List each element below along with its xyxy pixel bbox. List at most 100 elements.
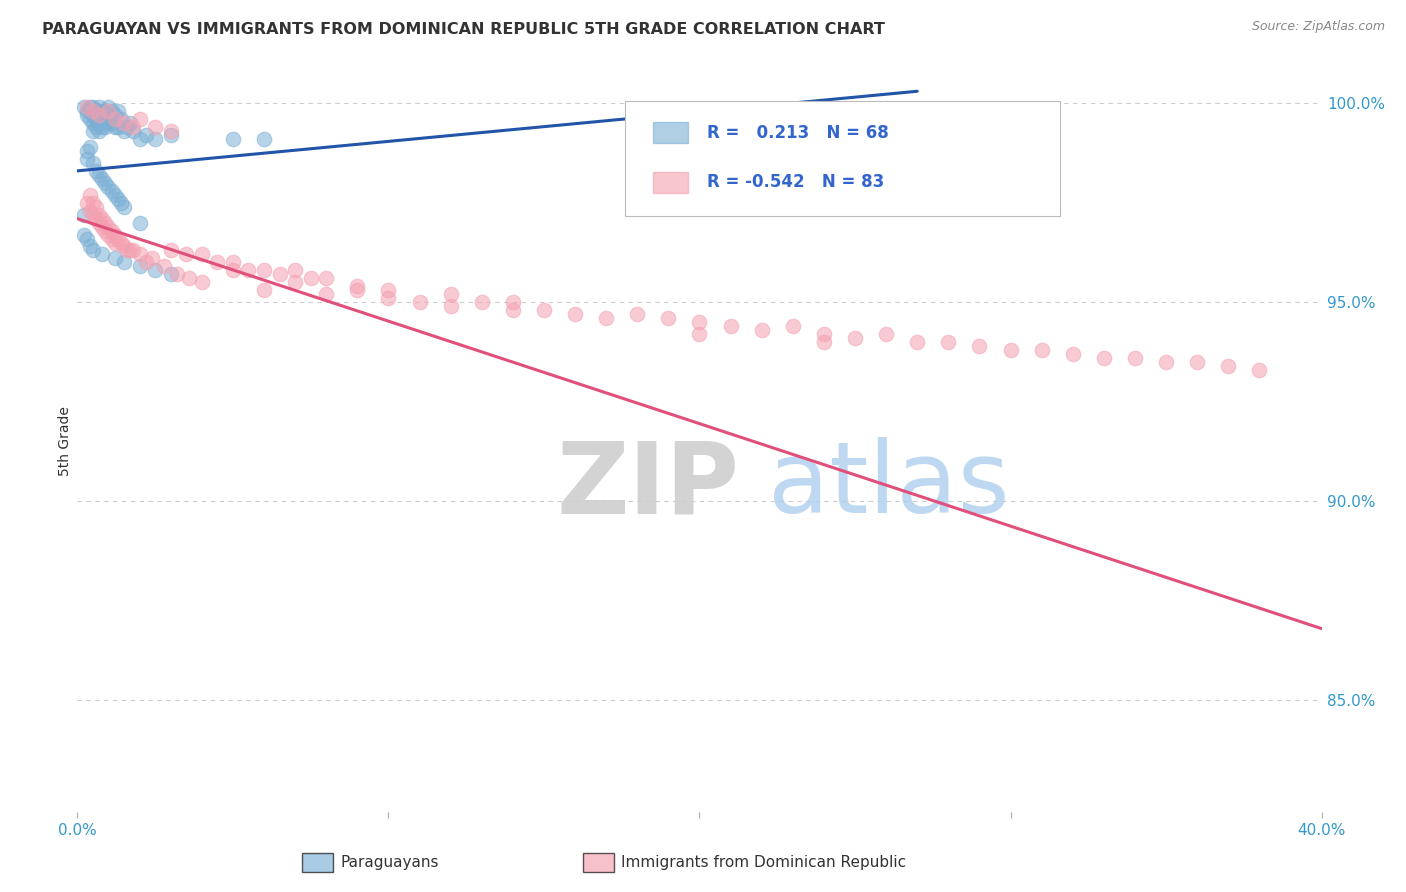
Point [100, 223, 122, 237]
Point [87, 208, 110, 222]
Point [94, 120, 117, 134]
Point [112, 255, 135, 269]
Point [110, 235, 132, 250]
Point [91, 120, 114, 134]
Point [253, 283, 276, 297]
Point [179, 271, 201, 285]
Point [82, 195, 104, 210]
Point [1031, 343, 1053, 357]
Text: R =   0.213   N = 68: R = 0.213 N = 68 [707, 124, 889, 142]
Point [112, 200, 135, 214]
Point [84, 104, 107, 119]
Point [110, 195, 132, 210]
Point [128, 132, 150, 146]
Point [82, 100, 104, 114]
Point [94, 112, 117, 127]
Point [94, 223, 117, 237]
Point [82, 244, 104, 258]
Point [94, 216, 117, 230]
Point [1092, 351, 1115, 365]
Point [84, 120, 107, 134]
Point [1123, 351, 1146, 365]
Point [82, 156, 104, 170]
Point [79, 140, 101, 154]
Point [533, 303, 555, 318]
Point [159, 268, 181, 282]
Point [97, 108, 120, 122]
Point [782, 319, 804, 334]
Point [79, 100, 101, 114]
Point [79, 239, 101, 253]
Point [104, 252, 127, 266]
Point [107, 120, 129, 134]
Point [104, 187, 127, 202]
Point [595, 311, 617, 326]
Point [626, 307, 648, 321]
FancyBboxPatch shape [624, 101, 1060, 216]
Point [299, 271, 322, 285]
Point [969, 339, 991, 353]
Point [440, 287, 463, 301]
Point [122, 124, 145, 138]
FancyBboxPatch shape [654, 172, 689, 193]
Point [191, 276, 214, 290]
Point [87, 100, 110, 114]
Point [875, 327, 897, 342]
Point [94, 176, 117, 190]
Point [91, 211, 114, 226]
Point [107, 104, 129, 119]
Point [91, 247, 114, 261]
Point [115, 120, 138, 134]
Point [82, 108, 104, 122]
Point [207, 255, 229, 269]
Point [104, 112, 127, 127]
Point [76, 195, 98, 210]
Point [115, 244, 138, 258]
Point [79, 112, 101, 127]
Point [76, 231, 98, 245]
Point [87, 124, 110, 138]
Point [502, 295, 524, 310]
Point [143, 132, 166, 146]
Point [76, 144, 98, 158]
Point [112, 239, 135, 253]
Point [79, 187, 101, 202]
Point [87, 216, 110, 230]
Point [813, 334, 835, 349]
Point [657, 311, 679, 326]
Point [72, 100, 94, 114]
Point [1218, 359, 1240, 373]
Point [82, 124, 104, 138]
Point [120, 116, 142, 130]
Point [122, 120, 145, 134]
Point [238, 263, 260, 277]
Point [107, 231, 129, 245]
Point [87, 116, 110, 130]
Point [346, 283, 368, 297]
Point [143, 120, 166, 134]
Point [159, 124, 181, 138]
Point [87, 168, 110, 182]
Point [82, 104, 104, 119]
Point [284, 263, 307, 277]
Point [104, 235, 127, 250]
Point [751, 323, 773, 337]
Point [87, 108, 110, 122]
Point [120, 244, 142, 258]
Point [905, 334, 928, 349]
Point [191, 247, 214, 261]
Point [84, 112, 107, 127]
Point [104, 108, 127, 122]
Point [107, 192, 129, 206]
Point [128, 112, 150, 127]
Point [222, 255, 245, 269]
Point [110, 112, 132, 127]
Point [79, 203, 101, 218]
Point [689, 315, 711, 329]
Point [143, 263, 166, 277]
Text: Source: ZipAtlas.com: Source: ZipAtlas.com [1251, 20, 1385, 33]
Point [346, 279, 368, 293]
Y-axis label: 5th Grade: 5th Grade [58, 407, 72, 476]
Point [100, 184, 122, 198]
Point [97, 219, 120, 234]
